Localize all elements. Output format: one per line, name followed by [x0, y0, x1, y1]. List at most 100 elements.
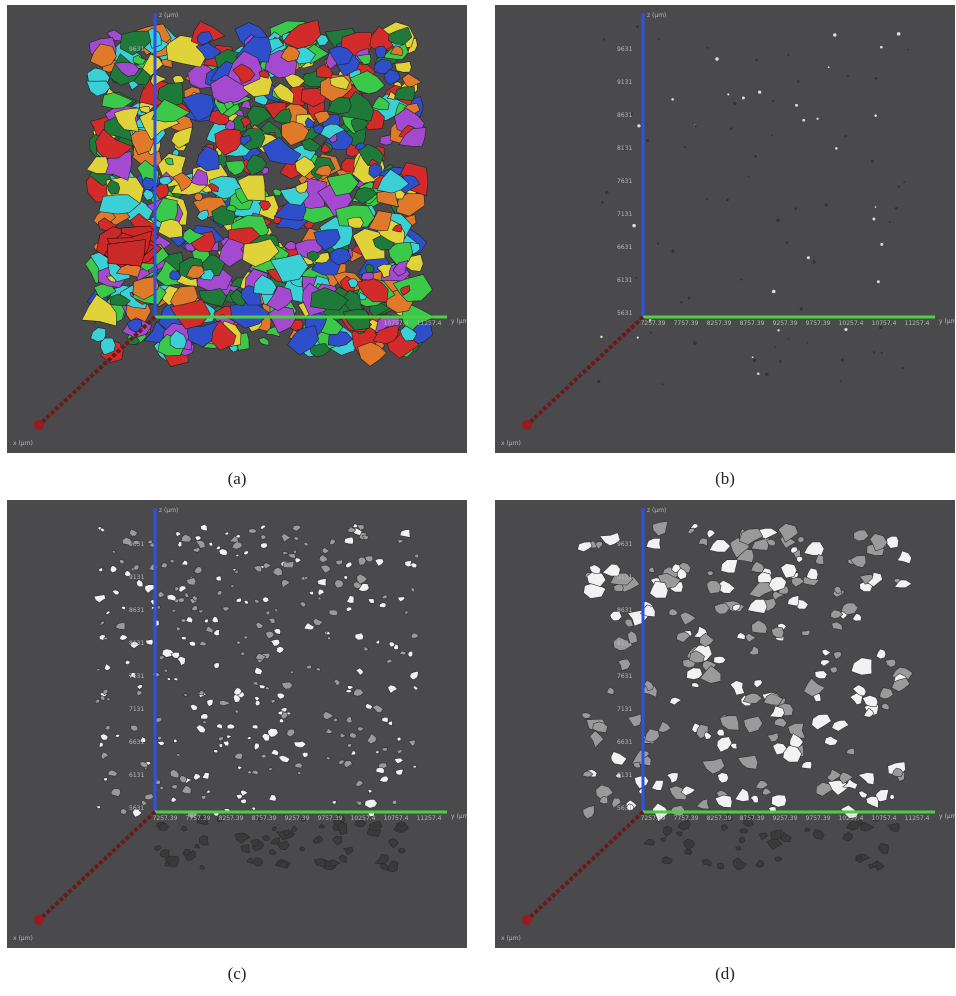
particle [850, 556, 866, 568]
particle [238, 766, 243, 770]
z-tick-label: 6631 [129, 739, 144, 746]
particle [99, 568, 103, 572]
particle [356, 668, 364, 675]
particle [282, 552, 288, 555]
particle [405, 611, 408, 615]
particle [372, 705, 383, 713]
x-axis-label: x (µm) [13, 935, 33, 942]
particle [726, 198, 729, 201]
particle [589, 565, 600, 574]
particle [261, 754, 266, 758]
particle [164, 669, 167, 673]
particle [653, 521, 668, 536]
particle [898, 185, 900, 187]
particle [386, 659, 392, 663]
particle [804, 542, 824, 556]
particle [203, 721, 207, 724]
particle [807, 256, 810, 259]
particle [600, 336, 602, 338]
particle [219, 744, 223, 748]
particle [714, 656, 726, 663]
x-axis-head [34, 915, 44, 925]
z-axis-label: z (µm) [647, 12, 666, 19]
particle [907, 49, 909, 51]
particle [680, 301, 683, 304]
particle [605, 191, 609, 195]
particle [797, 80, 800, 83]
y-tick-label: 10757.4 [384, 815, 409, 822]
particle [800, 307, 803, 310]
particle [398, 848, 405, 853]
particle [279, 755, 291, 762]
particle [877, 280, 880, 283]
particle [130, 529, 138, 536]
particle [880, 46, 883, 49]
particle [131, 725, 138, 731]
y-axis-label: y (µm) [939, 813, 955, 820]
particle [350, 732, 357, 738]
particle [115, 734, 120, 737]
particle [348, 217, 364, 228]
particle [101, 621, 105, 624]
particle [844, 328, 847, 331]
particle [897, 551, 912, 564]
particle [226, 735, 231, 739]
particle [119, 635, 128, 641]
particle [338, 822, 348, 835]
particle [321, 565, 331, 573]
particle [271, 700, 276, 704]
particle [607, 687, 614, 694]
particle [382, 595, 388, 599]
particle [96, 806, 101, 809]
panel-caption: (d) [495, 964, 955, 984]
y-tick-label: 11257.4 [417, 320, 442, 327]
particle [171, 797, 177, 803]
particle [614, 584, 624, 591]
particle [646, 538, 661, 549]
y-tick-label: 7757.39 [674, 320, 699, 327]
z-tick-label: 7131 [617, 706, 632, 713]
particle [178, 598, 184, 603]
particle [358, 557, 366, 565]
particle [313, 838, 318, 843]
particle [125, 660, 130, 665]
particle [318, 589, 325, 596]
particle [715, 57, 719, 61]
x-axis-label: x (µm) [501, 935, 521, 942]
x-axis-head [522, 915, 532, 925]
particle [341, 158, 355, 172]
particle [754, 680, 763, 688]
particle [191, 605, 197, 610]
particle [244, 636, 248, 640]
particle [735, 788, 749, 801]
particle [734, 102, 737, 105]
particle [317, 579, 326, 587]
y-tick-label: 7757.39 [674, 815, 699, 822]
particle [859, 791, 868, 798]
particle [902, 367, 904, 369]
particle [295, 558, 301, 563]
x-axis-label: x (µm) [501, 440, 521, 447]
particle [880, 243, 883, 246]
particle [774, 718, 787, 727]
particle [205, 619, 209, 623]
particle [740, 279, 742, 281]
particle [200, 836, 209, 846]
particle [213, 630, 219, 636]
particle [194, 193, 203, 201]
particle [693, 341, 696, 344]
particle [801, 762, 811, 769]
particle [815, 554, 824, 564]
y-tick-label: 10257.4 [351, 815, 376, 822]
particle [816, 118, 818, 120]
z-tick-label: 6631 [617, 739, 632, 746]
render-view: z (µm)y (µm)x (µm)9631913186318131763171… [495, 500, 955, 948]
z-tick-label: 8631 [129, 607, 144, 614]
y-tick-label: 10757.4 [384, 320, 409, 327]
particle [772, 100, 774, 102]
particle [340, 733, 346, 738]
z-tick-label: 5631 [617, 805, 632, 812]
particle [753, 359, 756, 362]
particle [680, 612, 696, 625]
particle [104, 778, 108, 781]
